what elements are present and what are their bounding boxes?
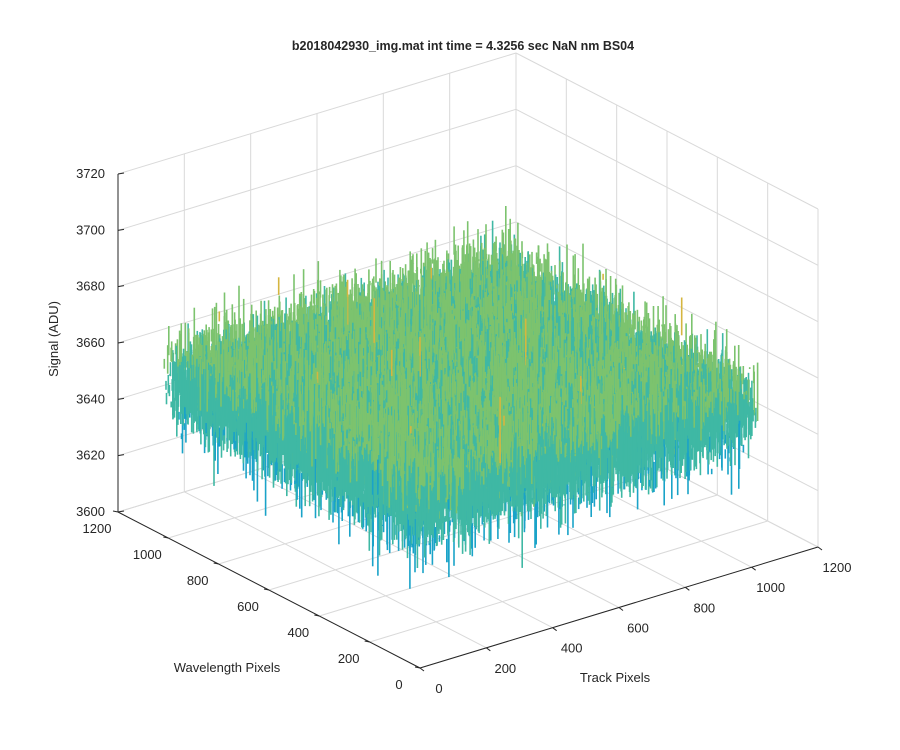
chart-title: b2018042930_img.mat int time = 4.3256 se… <box>292 39 634 53</box>
